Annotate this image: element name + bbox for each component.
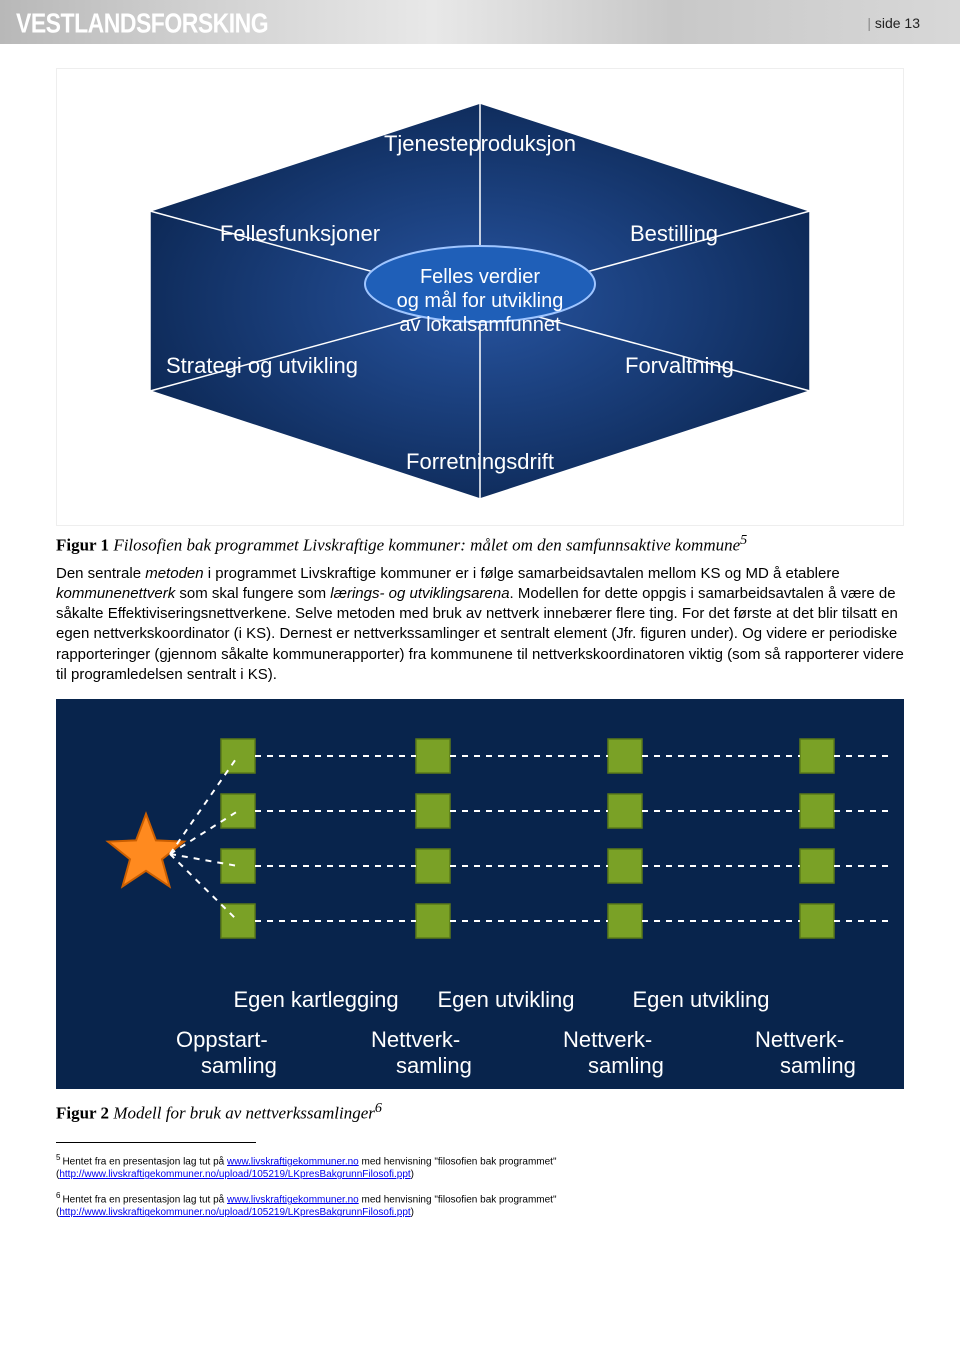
footnote-link[interactable]: www.livskraftigekommuner.no [227, 1194, 359, 1205]
hex-label-bottom: Forretningsdrift [406, 449, 554, 474]
figure-2-caption: Figur 2 Modell for bruk av nettverkssaml… [56, 1100, 904, 1124]
hex-label-botright: Forvaltning [625, 353, 734, 378]
svg-text:Nettverk-: Nettverk- [371, 1027, 460, 1052]
fig1-sup: 5 [740, 532, 747, 548]
figure-1-caption: Figur 1 Filosofien bak programmet Livskr… [56, 532, 904, 556]
hex-label-botleft: Strategi og utvikling [166, 353, 358, 378]
fig2-text: Modell for bruk av nettverkssamlinger [113, 1104, 375, 1123]
brand-logo: VESTLANDSFORSKING [16, 7, 268, 39]
footnote-link[interactable]: www.livskraftigekommuner.no [227, 1156, 359, 1167]
svg-text:samling: samling [588, 1053, 664, 1078]
svg-text:Oppstart-: Oppstart- [176, 1027, 268, 1052]
svg-text:Nettverk-: Nettverk- [755, 1027, 844, 1052]
page-header: VESTLANDSFORSKING side 13 [0, 0, 960, 44]
hex-label-topright: Bestilling [630, 221, 718, 246]
fig1-text: Filosofien bak programmet Livskraftige k… [113, 536, 740, 555]
page-number: side 13 [867, 15, 920, 31]
fig2-label: Figur 2 [56, 1104, 109, 1123]
svg-text:Egen utvikling: Egen utvikling [438, 987, 575, 1012]
hex-label-topleft: Fellesfunksjoner [220, 221, 380, 246]
svg-text:samling: samling [201, 1053, 277, 1078]
figure-2: Egen kartlegging Egen utvikling Egen utvik… [56, 699, 904, 1124]
hex-label-top: Tjenesteproduksjon [384, 131, 576, 156]
footnote-rule [56, 1142, 256, 1143]
fig2-sup: 6 [375, 1100, 382, 1116]
svg-text:Egen kartlegging: Egen kartlegging [233, 987, 398, 1012]
hex-center-l1: Felles verdier [420, 266, 540, 288]
fig1-label: Figur 1 [56, 536, 109, 555]
hex-center-l2: og mål for utvikling [397, 290, 564, 312]
hexagon-container: Tjenesteproduksjon Fellesfunksjoner Best… [56, 68, 904, 526]
footnotes: 5Hentet fra en presentasjon lag tut på w… [56, 1153, 904, 1220]
footnote-link[interactable]: http://www.livskraftigekommuner.no/uploa… [59, 1169, 410, 1180]
hex-center-l3: av lokalsamfunnet [399, 314, 561, 336]
footnote-link[interactable]: http://www.livskraftigekommuner.no/uploa… [59, 1207, 410, 1218]
figure-1: Tjenesteproduksjon Fellesfunksjoner Best… [56, 68, 904, 556]
svg-text:Nettverk-: Nettverk- [563, 1027, 652, 1052]
body-paragraph: Den sentrale metoden i programmet Livskr… [56, 564, 904, 686]
svg-text:samling: samling [396, 1053, 472, 1078]
network-diagram: Egen kartlegging Egen utvikling Egen utvik… [56, 699, 904, 1089]
footnote: 5Hentet fra en presentasjon lag tut på w… [56, 1153, 876, 1181]
hexagon-diagram: Tjenesteproduksjon Fellesfunksjoner Best… [70, 81, 890, 521]
page-content: Tjenesteproduksjon Fellesfunksjoner Best… [0, 44, 960, 1243]
svg-text:Egen utvikling: Egen utvikling [633, 987, 770, 1012]
footnote: 6Hentet fra en presentasjon lag tut på w… [56, 1191, 876, 1219]
svg-text:samling: samling [780, 1053, 856, 1078]
